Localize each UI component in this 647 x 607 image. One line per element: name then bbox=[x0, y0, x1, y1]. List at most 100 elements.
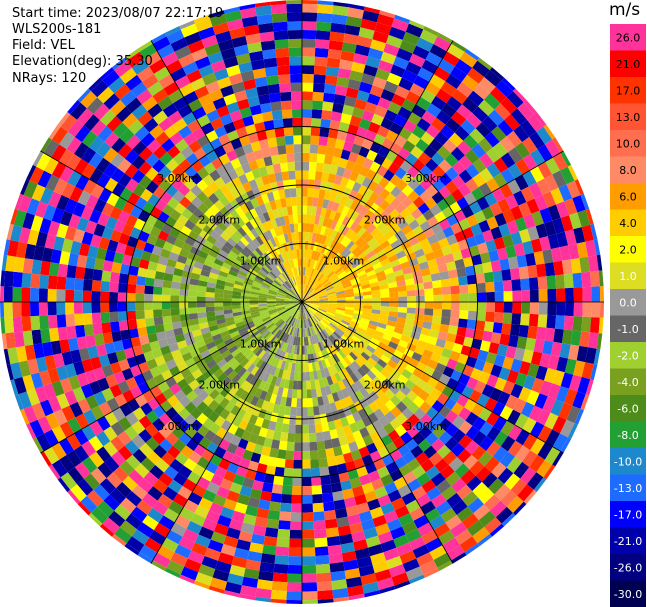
velocity-gate bbox=[273, 256, 281, 266]
velocity-gate bbox=[109, 99, 126, 116]
velocity-gate bbox=[581, 224, 594, 242]
velocity-gate bbox=[300, 302, 302, 311]
velocity-gate bbox=[126, 51, 145, 68]
velocity-gate bbox=[373, 408, 385, 420]
velocity-gate bbox=[168, 500, 184, 515]
velocity-gate bbox=[394, 85, 410, 99]
velocity-gate bbox=[429, 138, 443, 152]
velocity-gate bbox=[286, 0, 302, 5]
velocity-gate bbox=[188, 363, 199, 374]
velocity-gate bbox=[598, 317, 604, 334]
velocity-gate bbox=[393, 114, 408, 128]
velocity-gate bbox=[248, 268, 258, 276]
velocity-gate bbox=[450, 146, 465, 162]
velocity-gate bbox=[446, 333, 457, 343]
velocity-gate bbox=[516, 336, 528, 350]
velocity-gate bbox=[246, 243, 255, 253]
velocity-gate bbox=[319, 297, 329, 301]
velocity-gate bbox=[214, 297, 224, 302]
velocity-gate bbox=[329, 355, 338, 365]
velocity-gate bbox=[289, 223, 295, 233]
velocity-gate bbox=[327, 237, 334, 248]
velocity-gate bbox=[266, 402, 275, 413]
velocity-gate bbox=[188, 140, 202, 153]
velocity-gate bbox=[394, 14, 411, 24]
velocity-gate bbox=[456, 394, 470, 408]
velocity-gate bbox=[574, 179, 584, 196]
velocity-gate bbox=[390, 224, 402, 235]
velocity-gate bbox=[280, 502, 292, 513]
velocity-gate bbox=[202, 518, 218, 532]
velocity-gate bbox=[278, 440, 288, 451]
velocity-gate bbox=[397, 374, 409, 385]
velocity-gate bbox=[109, 206, 123, 220]
velocity-gate bbox=[353, 223, 363, 234]
velocity-gate bbox=[61, 405, 76, 422]
velocity-gate bbox=[97, 377, 110, 392]
velocity-gate bbox=[307, 258, 312, 268]
velocity-gate bbox=[344, 197, 354, 209]
velocity-gate bbox=[226, 273, 237, 281]
velocity-gate bbox=[457, 448, 472, 464]
velocity-gate bbox=[534, 393, 548, 410]
velocity-gate bbox=[263, 342, 272, 352]
velocity-gate bbox=[497, 391, 511, 406]
velocity-gate bbox=[201, 556, 218, 570]
velocity-gate bbox=[427, 359, 439, 370]
velocity-gate bbox=[393, 534, 410, 548]
velocity-gate bbox=[80, 495, 98, 513]
velocity-gate bbox=[132, 183, 146, 197]
velocity-gate bbox=[353, 539, 368, 551]
velocity-gate bbox=[444, 437, 459, 451]
velocity-gate bbox=[302, 433, 310, 443]
velocity-gate bbox=[312, 280, 319, 289]
velocity-gate bbox=[380, 354, 391, 364]
velocity-gate bbox=[404, 379, 416, 391]
velocity-gate bbox=[445, 167, 459, 181]
velocity-gate bbox=[102, 260, 114, 272]
velocity-gate bbox=[295, 240, 300, 250]
velocity-gate bbox=[285, 294, 294, 299]
velocity-gate bbox=[134, 394, 148, 408]
velocity-gate bbox=[252, 406, 262, 417]
velocity-gate bbox=[128, 469, 144, 485]
velocity-gate bbox=[272, 328, 280, 337]
velocity-gate bbox=[372, 302, 381, 307]
velocity-gate bbox=[239, 485, 252, 497]
velocity-gate bbox=[154, 355, 166, 367]
velocity-gate bbox=[563, 273, 574, 289]
velocity-gate bbox=[249, 299, 259, 302]
velocity-gate bbox=[353, 370, 363, 381]
velocity-gate bbox=[224, 191, 236, 203]
velocity-gate bbox=[216, 486, 230, 499]
velocity-gate bbox=[128, 328, 139, 339]
velocity-gate bbox=[256, 14, 273, 25]
velocity-gate bbox=[346, 354, 355, 364]
velocity-gate bbox=[199, 213, 211, 225]
velocity-gate bbox=[154, 271, 165, 280]
velocity-gate bbox=[134, 463, 150, 479]
velocity-gate bbox=[302, 389, 308, 399]
velocity-gate bbox=[520, 119, 537, 137]
velocity-gate bbox=[294, 231, 299, 241]
velocity-gate bbox=[491, 462, 507, 479]
velocity-gate bbox=[240, 307, 250, 312]
velocity-gate bbox=[278, 74, 291, 84]
velocity-gate bbox=[275, 319, 284, 327]
velocity-gate bbox=[464, 543, 480, 556]
velocity-gate bbox=[204, 208, 216, 220]
velocity-gate bbox=[224, 313, 234, 319]
velocity-gate bbox=[226, 149, 238, 162]
velocity-gate bbox=[380, 310, 390, 316]
velocity-gate bbox=[247, 42, 263, 54]
velocity-gate bbox=[336, 130, 348, 141]
velocity-gate bbox=[344, 311, 354, 316]
velocity-gate bbox=[383, 547, 400, 561]
velocity-gate bbox=[516, 254, 528, 268]
velocity-gate bbox=[588, 332, 599, 349]
velocity-gate bbox=[377, 235, 388, 246]
velocity-gate bbox=[288, 547, 302, 557]
velocity-gate bbox=[236, 324, 246, 331]
velocity-gate bbox=[314, 283, 322, 291]
